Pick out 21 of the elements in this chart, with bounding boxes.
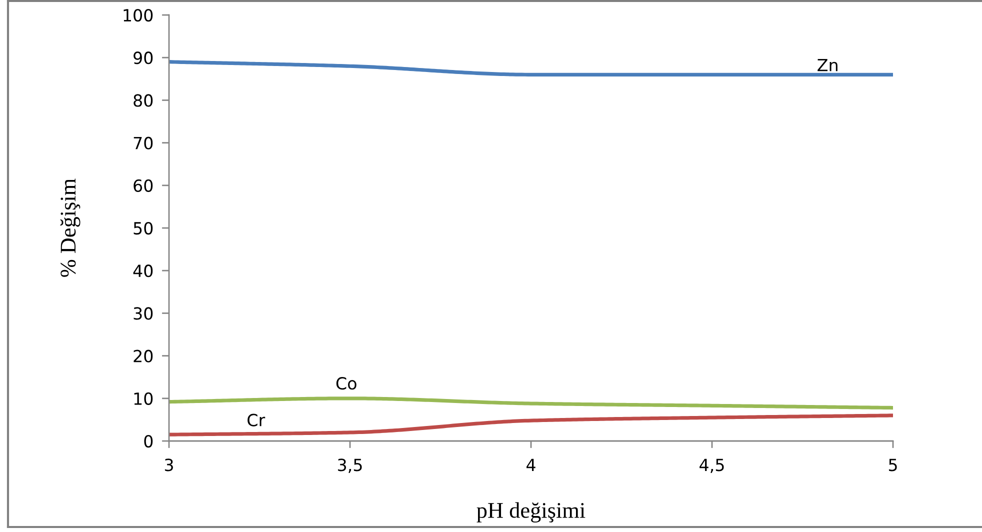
series-label: Zn	[818, 59, 838, 72]
y-tick-label: 0	[144, 434, 153, 448]
y-tick-label: 30	[134, 307, 153, 320]
x-tick-label: 3,5	[338, 458, 362, 473]
y-tick-label: 80	[134, 94, 153, 107]
y-tick-label: 40	[133, 264, 153, 278]
y-axis-title: % Değişim	[60, 178, 80, 277]
y-tick-label: 50	[134, 222, 153, 235]
x-axis-title: pH değişimi	[476, 502, 586, 522]
x-tick-label: 4,5	[700, 458, 724, 473]
y-tick-label: 20	[134, 350, 153, 362]
series-label: Co	[336, 377, 356, 390]
x-tick-label: 3	[164, 458, 173, 472]
x-tick-label: 4	[526, 458, 536, 472]
x-tick-label: 5	[888, 458, 897, 472]
y-tick-label: 90	[134, 52, 153, 64]
y-tick-label: 100	[124, 8, 153, 22]
series-label: Cr	[248, 414, 266, 426]
y-tick-label: 60	[134, 179, 153, 192]
y-tick-label: 70	[134, 136, 153, 150]
y-tick-label: 10	[134, 392, 153, 405]
